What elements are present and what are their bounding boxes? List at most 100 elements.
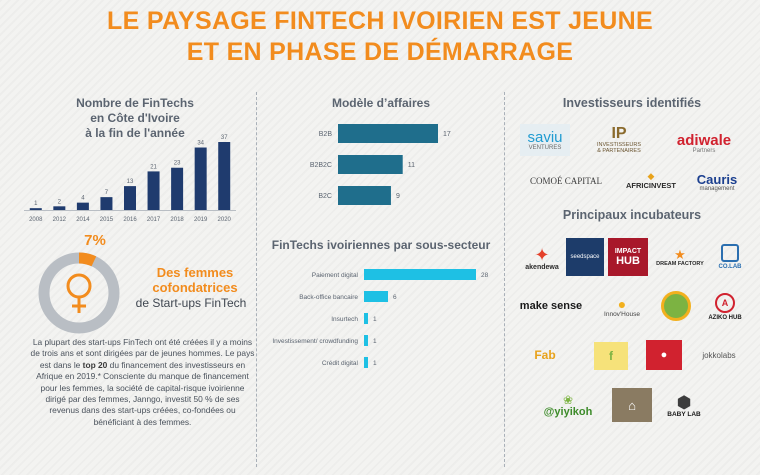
page-title: LE PAYSAGE FINTECH IVOIRIEN EST JEUNE ET… (0, 6, 760, 68)
sector-bar (364, 269, 476, 280)
women-donut-chart (38, 252, 120, 334)
year-bar (194, 147, 207, 210)
red-incubator-logo: ● (646, 340, 682, 370)
year-tick-label: 2008 (29, 217, 43, 223)
dream-factory-logo: ★ DREAM FACTORY (652, 242, 708, 272)
year-bar (171, 167, 184, 210)
fintech-count-title-line: à la fin de l'année (85, 126, 185, 140)
cauris-sub: management (699, 185, 735, 192)
year-bar (76, 202, 89, 210)
paragraph-part-1: La plupart des start-ups FinTech ont été… (30, 337, 255, 370)
dream-factory-mark: ★ (674, 246, 686, 262)
fab-logo: Fab (520, 344, 570, 366)
model-value-label: 9 (396, 193, 400, 200)
year-value-label: 2 (58, 199, 62, 205)
dream-factory-text: DREAM FACTORY (656, 260, 704, 267)
year-bar (218, 142, 231, 210)
year-tick-label: 2019 (194, 217, 208, 223)
business-model-title: Modèle d’affaires (331, 96, 431, 110)
sector-category-label: Insurtech (331, 316, 358, 323)
sector-value-label: 1 (373, 360, 377, 367)
saviu-sub: VENTURES (528, 144, 562, 151)
seedspace-logo: seedspace (566, 238, 604, 276)
saviu-text: saviu (527, 128, 563, 146)
year-tick-label: 2014 (76, 217, 90, 223)
year-value-label: 37 (221, 135, 228, 141)
year-value-label: 7 (105, 190, 109, 196)
innov-house-text: Innov'House (604, 310, 640, 318)
innov-house-logo: ● Innov'House (594, 290, 650, 324)
context-paragraph: La plupart des start-ups FinTech ont été… (30, 337, 255, 428)
model-bar (338, 124, 438, 143)
colab-text: CO.LAB (718, 264, 742, 270)
sector-bar (364, 357, 368, 368)
yiyikoh-mark: ❀ (562, 393, 574, 407)
donut-track (38, 252, 120, 334)
investors-title: Investisseurs identifiés (562, 96, 702, 110)
column-divider-left (256, 92, 257, 467)
yiyikoh-text: @yiyikoh (543, 406, 593, 418)
year-value-label: 23 (174, 161, 181, 167)
sector-value-label: 28 (481, 272, 489, 279)
incubators-title: Principaux incubateurs (562, 208, 702, 222)
sector-bar (364, 291, 388, 302)
saviu-logo: saviu VENTURES (520, 124, 570, 156)
title-line-2: ET EN PHASE DE DÉMARRAGE (186, 38, 574, 66)
ip-text-2: & PARTENAIRES (597, 148, 641, 154)
sector-category-label: Investissement/ crowdfunding (272, 338, 358, 345)
year-bar (124, 186, 136, 210)
red-incubator-mark: ● (660, 349, 668, 361)
fintech-count-title-line: en Côte d'Ivoire (90, 111, 180, 125)
sector-value-label: 1 (373, 316, 377, 323)
subsector-chart: Paiement digital 28 Back-office bancaire 6 I… (272, 269, 489, 368)
sector-value-label: 6 (393, 294, 397, 301)
fintech-count-title-line: Nombre de FinTechs (76, 96, 194, 110)
year-bar (147, 171, 160, 210)
year-value-label: 13 (127, 179, 134, 185)
jokkolabs-text: jokkolabs (702, 350, 736, 360)
hub-text: HUB (616, 254, 640, 267)
model-bar (338, 155, 403, 174)
foundation-logo: f (594, 342, 628, 370)
women-headline-line: cofondatrices (152, 280, 238, 295)
aziko-hub-mark: A (715, 293, 735, 313)
year-value-label: 34 (197, 141, 204, 147)
landscape-incubator-logo: ⌂ (612, 388, 652, 422)
aziko-hub-logo: A AZIKO HUB (702, 290, 748, 324)
sector-category-label: Paiement digital (312, 272, 359, 279)
women-subline: de Start-ups FinTech (135, 296, 247, 310)
women-percent: 7% (84, 232, 106, 249)
cauris-logo: Cauris management (686, 170, 748, 194)
title-line-1: LE PAYSAGE FINTECH IVOIRIEN EST JEUNE (107, 7, 653, 35)
aziko-hub-text: AZIKO HUB (708, 315, 742, 321)
akendewa-text: akendewa (525, 263, 559, 271)
fab-text: Fab (534, 348, 556, 362)
year-tick-label: 2012 (53, 217, 67, 223)
ip-mark: IP (611, 125, 627, 142)
adiwale-logo: adiwale Partners (662, 130, 746, 156)
africinvest-mark: ◆ (647, 170, 655, 181)
fintech-count-chart: 1 2008 2 2012 4 2014 7 2015 13 2016 21 2017 23 2018 34… (24, 135, 236, 223)
ip-logo: IP INVESTISSEURS & PARTENAIRES (580, 122, 658, 158)
fintech-count-title: Nombre de FinTechs en Côte d'Ivoire à la… (20, 96, 250, 141)
women-headline-line: Des femmes (156, 265, 234, 280)
model-category-label: B2B (319, 131, 333, 138)
subsector-title: FinTechs ivoiriennes par sous-secteur (271, 238, 491, 252)
cauris-text: Cauris (696, 171, 738, 187)
year-bar (29, 208, 42, 210)
seedspace-text: seedspace (570, 254, 600, 260)
year-value-label: 21 (150, 164, 157, 170)
paragraph-part-2: du financement des investisseurs en Afri… (36, 359, 249, 427)
foundation-mark: f (609, 349, 613, 363)
comoe-text: COMOÉ CAPITAL (529, 176, 603, 186)
comoe-capital-logo: COMOÉ CAPITAL (516, 172, 616, 190)
makesense-logo: make sense (518, 296, 584, 316)
year-value-label: 4 (81, 196, 85, 202)
impact-text: IMPACT (614, 247, 642, 255)
impact-hub-logo: IMPACT HUB (608, 238, 648, 276)
donut-arc (38, 252, 120, 334)
akendewa-mark: ✦ (534, 244, 550, 265)
year-tick-label: 2018 (170, 217, 184, 223)
orange-incubator-logo (658, 290, 694, 322)
column-divider-right (504, 92, 505, 467)
